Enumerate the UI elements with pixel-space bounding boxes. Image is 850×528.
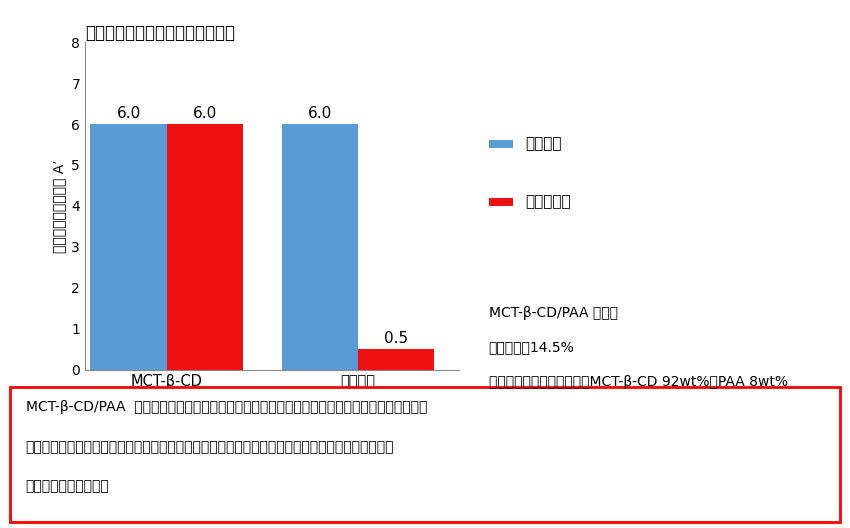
Text: MCT-β-CD/PAA 加工布: MCT-β-CD/PAA 加工布 [489,306,618,320]
Text: 6.0: 6.0 [116,106,141,121]
Bar [281,124,358,370]
Text: 0.5: 0.5 [384,331,408,346]
Bar [167,124,243,370]
Text: 6.0: 6.0 [308,106,332,121]
Text: 黄色ぶどう球菌に対する抗菌効果: 黄色ぶどう球菌に対する抗菌効果 [85,24,235,42]
Text: 固定化した成分中の割合：MCT-β-CD 92wt%、PAA 8wt%: 固定化した成分中の割合：MCT-β-CD 92wt%、PAA 8wt% [489,375,788,389]
Text: 性菌のどちらの菌に対しても抗菌作用がある、市販の銀イオン処理抗菌布に比べ高い洗濯耐久性の: 性菌のどちらの菌に対しても抗菌作用がある、市販の銀イオン処理抗菌布に比べ高い洗濯… [26,440,394,454]
Bar [90,124,167,370]
Text: 洗濯０回: 洗濯０回 [525,136,562,152]
Text: あることが判明した。: あることが判明した。 [26,479,110,494]
Y-axis label: みかけの抗菌活性値 Aʼ: みかけの抗菌活性値 Aʼ [52,159,65,253]
Text: 固定化率：14.5%: 固定化率：14.5% [489,341,575,355]
Text: MCT-β-CD/PAA  加工布は黄色ブドウ球菌に対しても抗菌作用を持ち、グラム陰性菌とグラム陽: MCT-β-CD/PAA 加工布は黄色ブドウ球菌に対しても抗菌作用を持ち、グラム… [26,400,427,414]
Bar [358,349,434,370]
Text: 6.0: 6.0 [193,106,218,121]
Text: 洗濯１０回: 洗濯１０回 [525,194,571,210]
